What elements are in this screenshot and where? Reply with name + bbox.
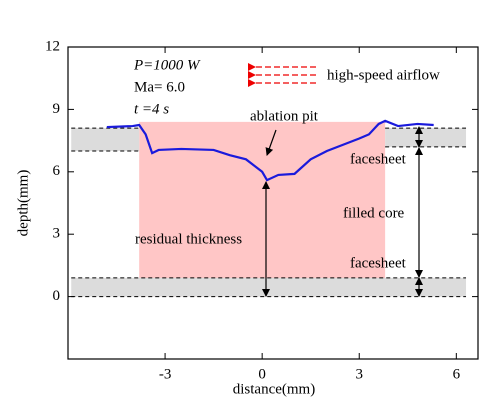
y-tick-label: 12 (45, 38, 60, 54)
y-tick-label: 0 (53, 288, 61, 304)
x-tick-label: 6 (453, 366, 461, 382)
x-tick-label: 0 (258, 366, 266, 382)
y-tick-label: 6 (53, 163, 61, 179)
annotation: Ma= 6.0 (134, 79, 185, 95)
annotation: residual thickness (135, 231, 242, 247)
airflow-arrows (248, 63, 316, 87)
annotation: facesheet (350, 255, 407, 271)
region (71, 277, 467, 297)
x-tick-label: 3 (355, 366, 363, 382)
annotation: t =4 s (134, 101, 169, 117)
data-line (106, 119, 434, 182)
y-tick-label: 9 (53, 101, 61, 117)
plot-frame (67, 46, 479, 360)
region (71, 128, 140, 151)
x-tick-label: -3 (159, 366, 172, 382)
annotation: filled core (343, 205, 405, 221)
y-tick-label: 3 (53, 226, 61, 242)
annotation: facesheet (350, 151, 407, 167)
annotation: P=1000 W (133, 57, 201, 73)
annotation: high-speed airflow (327, 67, 440, 83)
arrow (265, 129, 277, 156)
y-axis-label: depth(mm) (15, 170, 31, 237)
annotation: ablation pit (250, 108, 319, 124)
x-axis-label: distance(mm) (233, 381, 315, 397)
region (385, 128, 467, 147)
